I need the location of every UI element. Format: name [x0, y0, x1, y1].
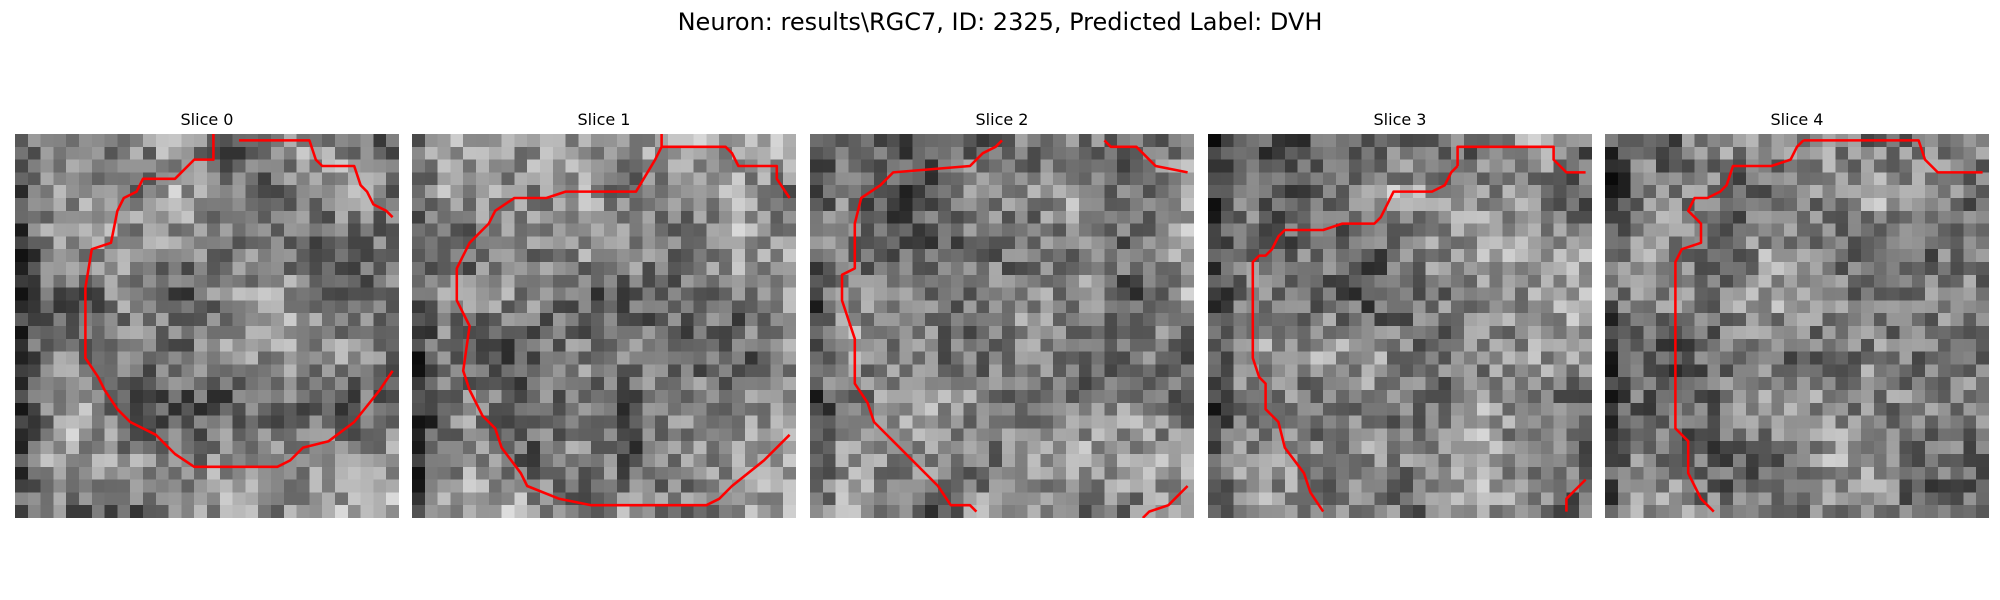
slice-panel-0: Slice 0 — [15, 110, 399, 518]
pixel-grid — [412, 134, 796, 518]
contour-line-1 — [661, 145, 791, 199]
contour-line-1 — [1803, 139, 1983, 174]
contour-line-0 — [455, 134, 791, 507]
figure-title: Neuron: results\RGC7, ID: 2325, Predicte… — [677, 8, 1323, 36]
slice-image-3 — [1208, 134, 1592, 518]
contour-line-2 — [1141, 485, 1189, 518]
slice-panel-4: Slice 4 — [1605, 110, 1989, 518]
slice-image-0 — [15, 134, 399, 518]
slice-panel-3: Slice 3 — [1208, 110, 1592, 518]
slice-image-1 — [412, 134, 796, 518]
pixel-grid — [15, 134, 399, 518]
pixel-grid — [810, 134, 1194, 518]
slice-title-1: Slice 1 — [577, 110, 631, 129]
slice-title-0: Slice 0 — [180, 110, 234, 129]
contour-line-1 — [239, 139, 394, 219]
pixel-grid — [1208, 134, 1592, 518]
slice-title-4: Slice 4 — [1770, 110, 1824, 129]
slice-panel-1: Slice 1 — [412, 110, 796, 518]
slice-title-2: Slice 2 — [975, 110, 1029, 129]
pixel-grid — [1605, 134, 1989, 518]
contour-line-0 — [1674, 139, 1805, 513]
contour-line-2 — [1565, 478, 1587, 512]
contour-line-1 — [1456, 145, 1586, 174]
contour-line-1 — [1103, 139, 1188, 174]
contour-line-0 — [84, 134, 394, 469]
slice-panel-2: Slice 2 — [810, 110, 1194, 518]
slice-image-4 — [1605, 134, 1989, 518]
contour-line-0 — [840, 139, 1003, 513]
slice-title-3: Slice 3 — [1373, 110, 1427, 129]
contour-line-0 — [1251, 165, 1459, 513]
slice-image-2 — [810, 134, 1194, 518]
